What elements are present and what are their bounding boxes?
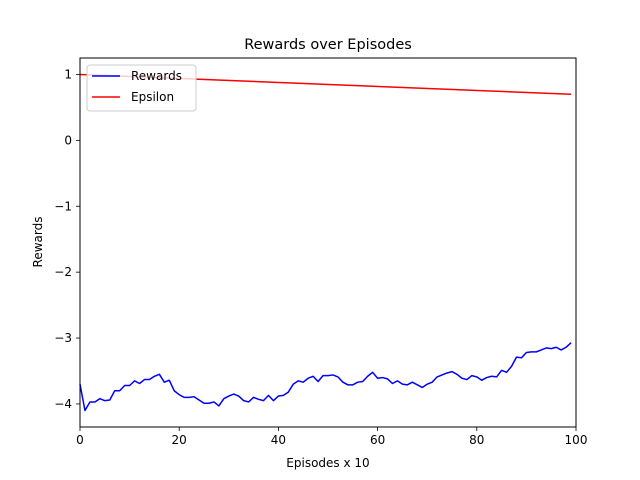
- y-tick-label: 0: [64, 133, 72, 147]
- y-tick-label: 1: [64, 67, 72, 81]
- plot-frame: [79, 57, 577, 428]
- x-tick-label: 40: [271, 433, 286, 447]
- x-tick-label: 100: [565, 433, 588, 447]
- y-axis-label: Rewards: [31, 217, 45, 268]
- y-tick-label: −4: [54, 397, 72, 411]
- x-tick-label: 0: [76, 433, 84, 447]
- y-tick-label: −2: [54, 265, 72, 279]
- x-axis: 0 20 40 60 80 100: [76, 427, 587, 447]
- legend: Rewards Epsilon: [86, 64, 197, 112]
- legend-label-epsilon: Epsilon: [131, 90, 174, 104]
- y-tick-label: −1: [54, 199, 72, 213]
- x-tick-label: 20: [172, 433, 187, 447]
- chart-title: Rewards over Episodes: [244, 37, 412, 53]
- y-axis: 1 0 −1 −2 −3 −4: [54, 67, 80, 411]
- x-tick-label: 60: [370, 433, 385, 447]
- legend-label-rewards: Rewards: [131, 69, 182, 83]
- x-tick-label: 80: [469, 433, 484, 447]
- series-line-rewards: [79, 342, 572, 412]
- y-tick-label: −3: [54, 331, 72, 345]
- x-axis-label: Episodes x 10: [286, 456, 369, 470]
